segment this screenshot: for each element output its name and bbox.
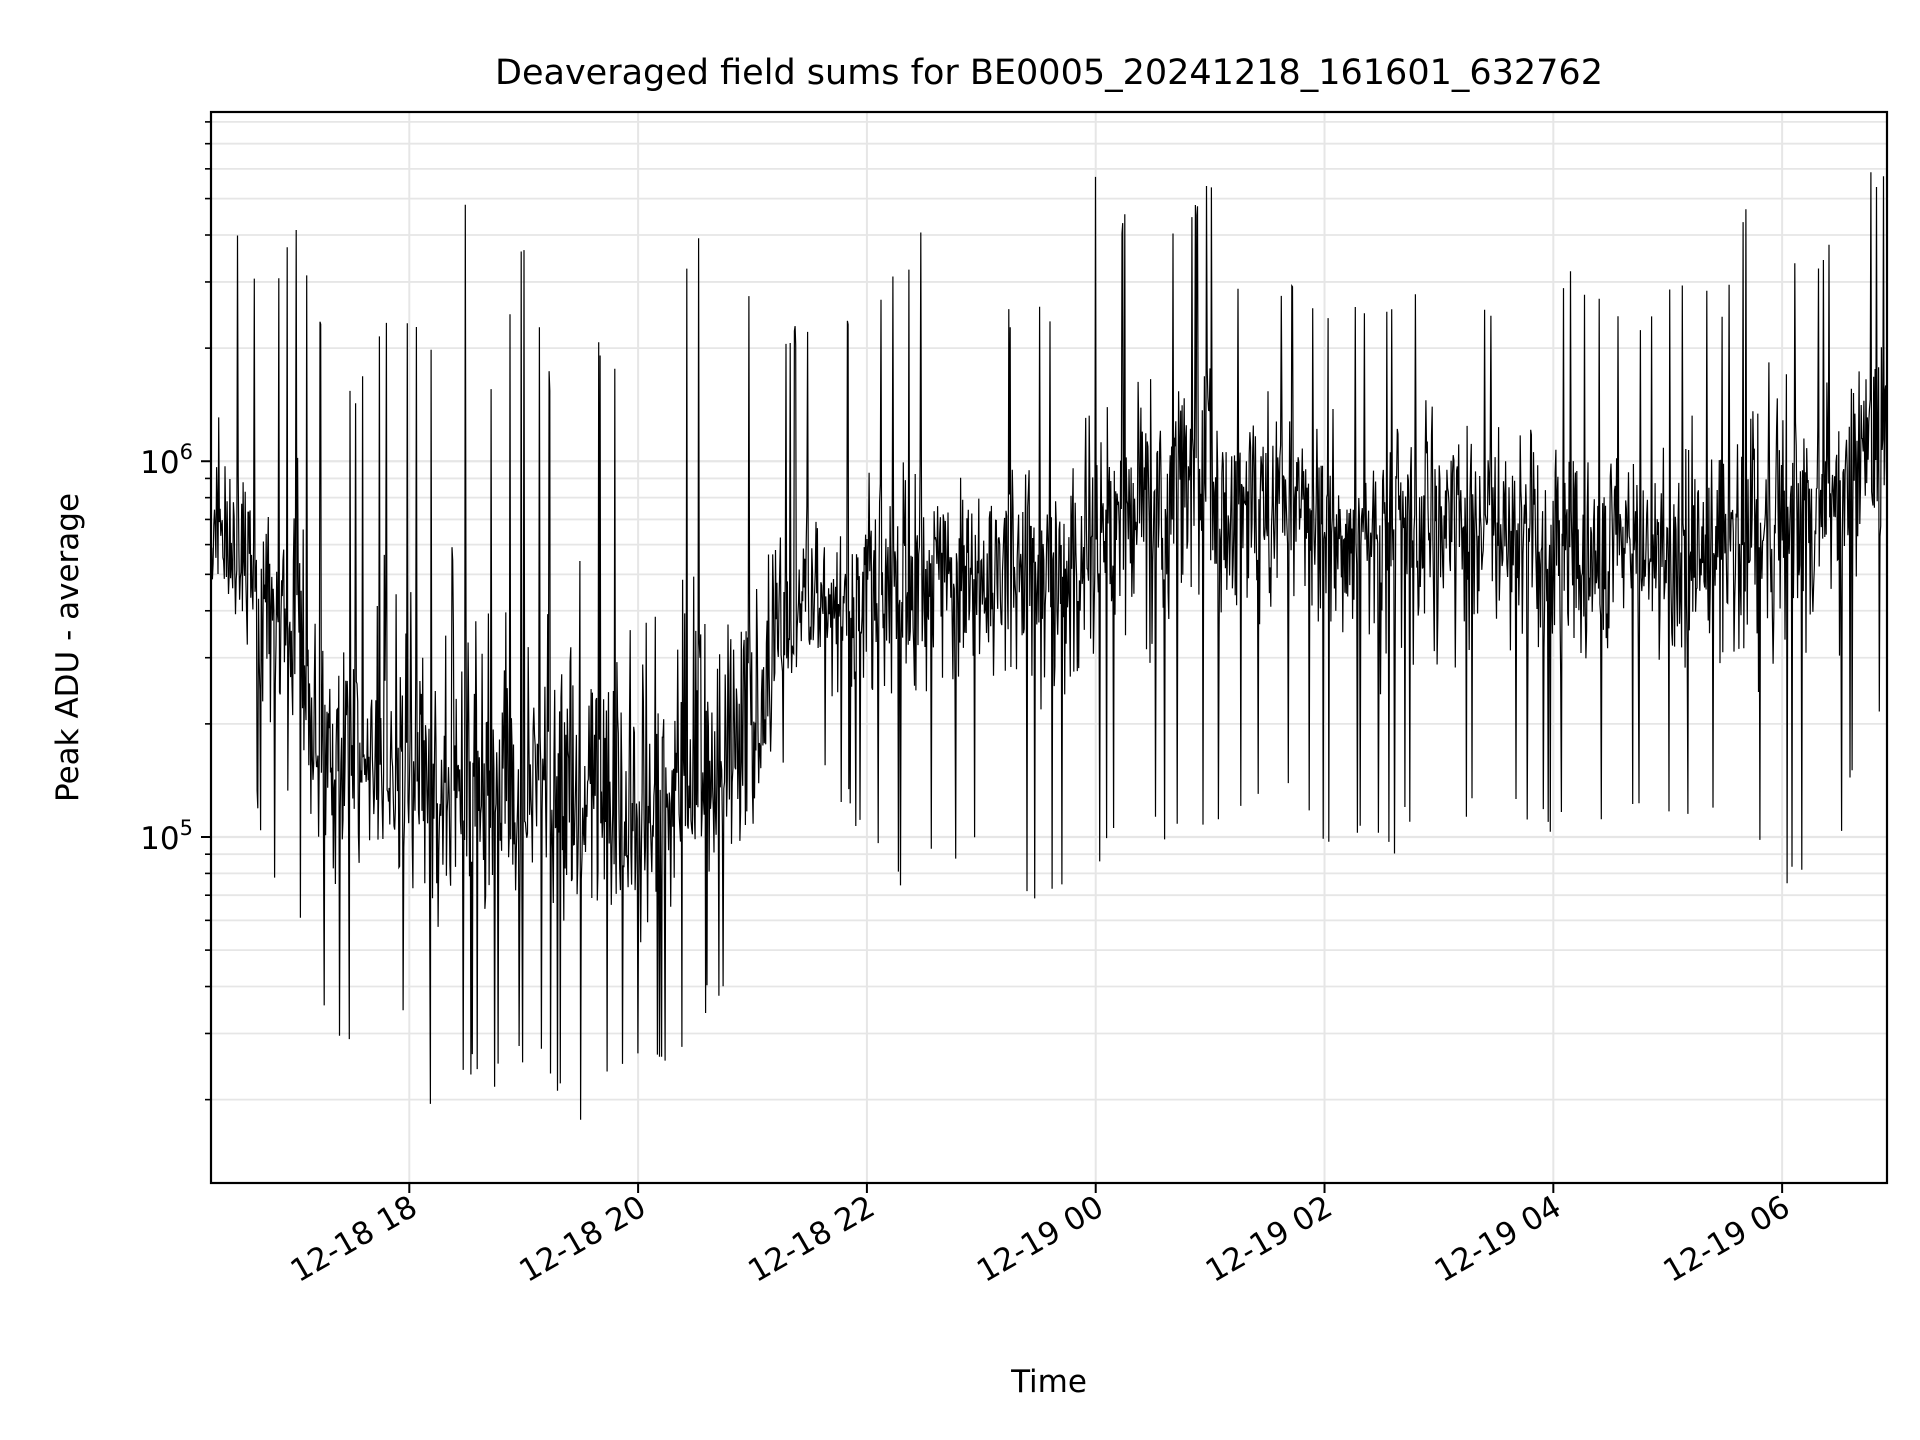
x-tick-label: 12-18 22: [742, 1189, 881, 1290]
x-tick-label: 12-18 20: [513, 1189, 652, 1290]
x-axis-label: Time: [1010, 1364, 1087, 1400]
y-tick-base: 10: [140, 821, 179, 857]
y-axis-label: Peak ADU - average: [50, 493, 86, 802]
y-tick-label: 105: [140, 816, 193, 857]
series-path: [210, 172, 1888, 1120]
plot-frame: [209, 110, 1889, 1185]
gridlines: [211, 112, 1887, 1183]
y-tick-label: 106: [140, 440, 193, 481]
x-tick-label: 12-19 02: [1200, 1189, 1339, 1290]
y-tick-exponent: 6: [180, 440, 193, 464]
x-tick-label: 12-19 06: [1657, 1189, 1796, 1290]
x-tick-label: 12-19 00: [971, 1189, 1110, 1290]
y-tick-exponent: 5: [180, 816, 193, 840]
chart-title: Deaveraged field sums for BE0005_2024121…: [495, 53, 1603, 93]
y-tick-base: 10: [140, 445, 179, 481]
series-line: [210, 172, 1888, 1120]
x-tick-label: 12-19 04: [1429, 1189, 1568, 1290]
x-tick-label: 12-18 18: [285, 1189, 424, 1290]
